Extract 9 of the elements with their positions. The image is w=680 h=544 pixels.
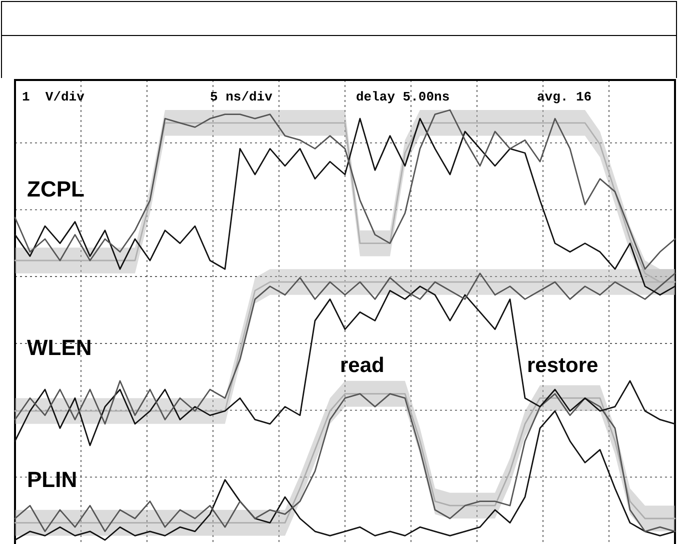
annotation: read (340, 354, 384, 377)
series-label: PLIN (27, 466, 78, 492)
text: WLEN (27, 335, 92, 360)
text: delay 5.00ns (356, 89, 450, 104)
text: 5 ns/div (210, 89, 273, 104)
text: ZCPL (27, 176, 84, 202)
text: 1 V/div (22, 89, 85, 104)
text: avg. 16 (537, 89, 592, 104)
annotation: restore (527, 354, 598, 377)
